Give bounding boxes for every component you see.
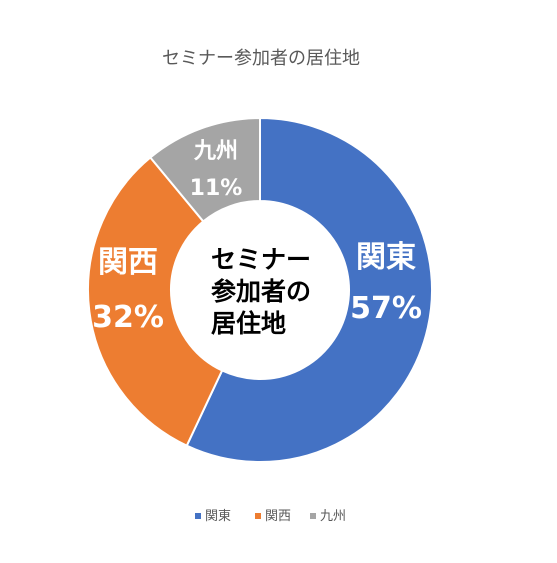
chart-title: セミナー参加者の居住地 xyxy=(162,48,360,69)
legend-label-1: 関東 xyxy=(205,508,231,524)
slice-value-label-3: 11% xyxy=(190,176,243,201)
center-title: セミナー 参加者の 居住地 xyxy=(211,245,311,338)
slice-category-label-2: 関西 xyxy=(98,245,158,280)
slice-value-label-1: 57% xyxy=(350,291,422,326)
legend-swatch-1 xyxy=(195,513,201,519)
legend: 関東 関西 九州 xyxy=(195,508,346,524)
slice-value-label-2: 32% xyxy=(92,300,164,335)
doughnut-slices xyxy=(87,116,434,463)
legend-swatch-3 xyxy=(310,513,316,519)
doughnut-hole xyxy=(171,201,349,379)
slice-category-label-3: 九州 xyxy=(193,139,238,164)
slice-labels: 関東 57% 関西 32% 九州 11% xyxy=(92,139,422,335)
center-title-line-1: セミナー xyxy=(211,245,311,274)
slice-category-label-1: 関東 xyxy=(356,240,416,275)
legend-label-3: 九州 xyxy=(320,509,346,524)
legend-swatch-2 xyxy=(255,513,261,519)
legend-label-2: 関西 xyxy=(265,509,291,524)
center-title-line-3: 居住地 xyxy=(211,309,286,338)
center-title-line-2: 参加者の xyxy=(211,277,311,306)
